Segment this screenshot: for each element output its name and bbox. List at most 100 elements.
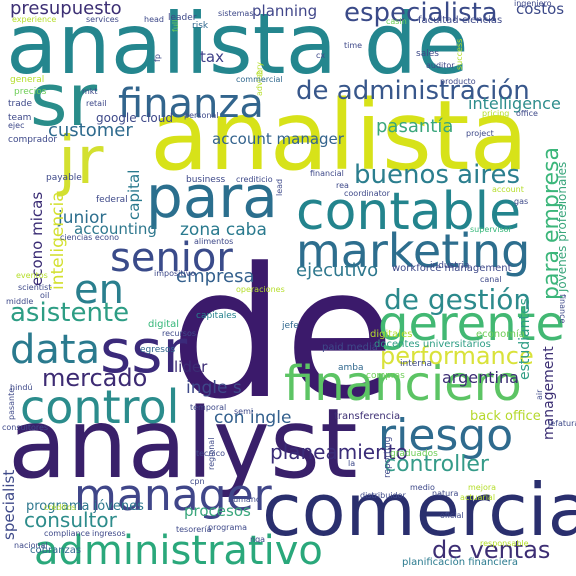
word: de ventas — [432, 536, 551, 564]
word: account manager — [212, 130, 344, 148]
word: middle — [6, 297, 34, 306]
word: costos — [516, 0, 565, 18]
word: para — [146, 163, 278, 231]
word: de — [170, 230, 395, 439]
word: argentina — [442, 368, 519, 387]
word: oficial — [440, 511, 464, 520]
word: administrativo — [34, 528, 323, 574]
word: success — [455, 38, 464, 70]
word: comprador — [8, 135, 58, 145]
word: amba — [338, 363, 364, 373]
word: ssr — [100, 317, 188, 387]
word: sistemas — [218, 9, 254, 18]
word: planeamiento — [270, 440, 408, 464]
word: asistente — [10, 298, 130, 328]
word: consultores — [2, 423, 49, 432]
word: jefatura — [548, 419, 576, 428]
word: consultor — [24, 508, 117, 532]
word: compras — [366, 371, 405, 381]
word: interna — [400, 359, 433, 369]
word: especialista — [344, 0, 498, 28]
word: riesgo — [378, 410, 514, 461]
word: la — [348, 459, 356, 468]
word: air — [535, 389, 544, 400]
word: programa — [208, 523, 248, 532]
word: finanza — [118, 81, 264, 127]
word: graduados — [390, 449, 438, 459]
word: eventos — [16, 271, 48, 280]
word: producto — [440, 77, 476, 86]
word: head — [144, 15, 164, 24]
word: cpn — [190, 477, 205, 486]
word: industria — [430, 261, 470, 271]
word: intelligence — [468, 94, 561, 113]
word: lider — [174, 358, 208, 376]
word: recursos — [162, 329, 197, 338]
word: experience — [12, 15, 57, 24]
word: medio — [410, 483, 435, 492]
word: digitales — [370, 329, 413, 340]
word: digital — [148, 319, 180, 330]
word: services — [86, 15, 119, 24]
word: scientist — [18, 283, 52, 292]
word: payable — [46, 173, 82, 183]
word: temporal — [190, 403, 227, 412]
word: pricing — [482, 109, 510, 118]
word: programa jóvenes — [26, 499, 144, 514]
word: junior — [58, 208, 107, 228]
word: pasantía — [376, 116, 454, 137]
word: nacional — [14, 541, 48, 550]
word: office — [516, 109, 538, 118]
word: presupuesto — [10, 0, 122, 19]
word: general — [10, 75, 45, 85]
word: jr — [58, 122, 104, 199]
word: ejecutivo — [296, 260, 379, 281]
word: fp — [153, 54, 162, 62]
word: crediticio — [236, 175, 273, 184]
word: casin — [386, 17, 407, 26]
word: retail — [86, 99, 107, 108]
word: planning — [252, 2, 318, 20]
word: capital — [125, 169, 143, 220]
word: de administración — [296, 76, 530, 106]
word: financial — [310, 169, 344, 178]
word: ejec — [8, 121, 25, 130]
word: customer — [48, 120, 133, 141]
word: control — [20, 380, 180, 434]
word: transferencia — [334, 411, 401, 422]
word: account — [492, 185, 524, 194]
word: data — [10, 327, 101, 373]
word: mejora — [468, 483, 497, 492]
word: accounting — [74, 220, 157, 238]
word: commercial — [236, 75, 283, 84]
word: performance — [380, 342, 534, 370]
word: team — [8, 113, 32, 123]
word: operaciones — [236, 285, 285, 294]
word: project — [466, 129, 494, 138]
word: contable — [296, 182, 522, 242]
word: paid media — [322, 342, 378, 353]
word: empresa — [176, 266, 255, 287]
word: analista — [150, 80, 529, 192]
word: oil — [40, 291, 50, 300]
word: impositivo — [154, 269, 196, 278]
word: tax — [200, 48, 224, 66]
word: con ingle — [214, 408, 292, 428]
word: back office — [470, 409, 541, 424]
word: specialist — [0, 469, 18, 540]
word: egresos — [140, 345, 176, 355]
word: alimentos — [194, 237, 234, 246]
word: nqa — [250, 535, 266, 544]
word: regional — [207, 437, 216, 470]
word: sr — [30, 58, 98, 142]
word: ingle s — [186, 378, 242, 398]
word: tesorería — [176, 525, 212, 534]
word: time — [344, 41, 363, 50]
word: ingresos — [92, 529, 126, 538]
word: docentes universitarios — [374, 339, 491, 350]
word: cobranzas — [30, 545, 82, 556]
word: google cloud — [96, 111, 173, 125]
word: auditor — [426, 61, 455, 70]
word: risk — [192, 21, 209, 31]
